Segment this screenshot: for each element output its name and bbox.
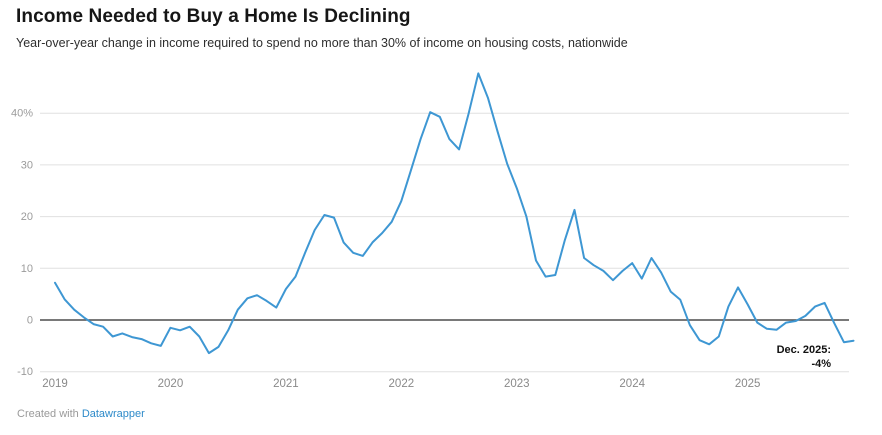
y-tick-label: 20	[21, 211, 33, 223]
x-tick-label: 2023	[504, 378, 530, 390]
x-tick-label: 2020	[158, 378, 184, 390]
line-chart[interactable]: 40% 30 20 10 0 -10 2019 2020 2021 2022 2023 2024 202…	[0, 60, 882, 400]
x-tick-label: 2021	[273, 378, 299, 390]
y-tick-label: 0	[27, 315, 33, 327]
x-tick-label: 2019	[42, 378, 68, 390]
y-tick-label: -10	[17, 366, 33, 378]
footer-credit-text: Created with	[17, 408, 82, 420]
x-tick-label: 2022	[389, 378, 415, 390]
footer-credit: Created with Datawrapper	[17, 408, 145, 420]
x-tick-label: 2025	[735, 378, 761, 390]
y-tick-label: 10	[21, 263, 33, 275]
y-tick-label: 40%	[11, 108, 33, 120]
chart-subtitle: Year-over-year change in income required…	[16, 36, 628, 50]
annotation-label-line2: -4%	[811, 358, 831, 370]
y-tick-label: 30	[21, 159, 33, 171]
annotation-label-line1: Dec. 2025:	[777, 344, 831, 356]
series-line	[54, 72, 855, 355]
x-tick-label: 2024	[619, 378, 645, 390]
chart-title: Income Needed to Buy a Home Is Declining	[16, 6, 411, 27]
datawrapper-link[interactable]: Datawrapper	[81, 408, 145, 420]
